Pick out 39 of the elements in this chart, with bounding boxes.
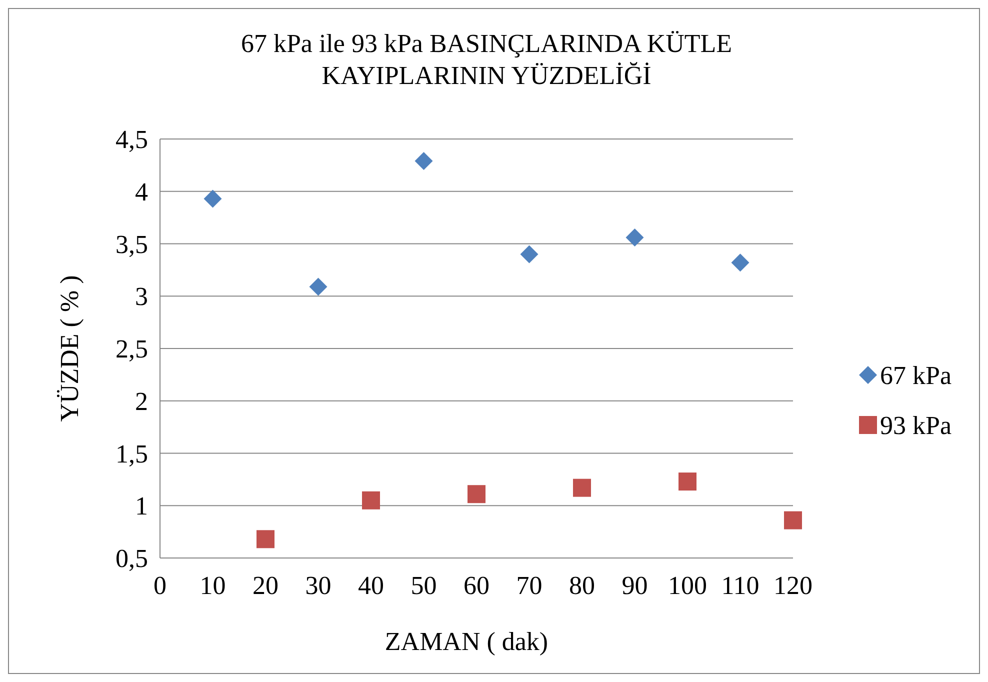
y-tick-label: 4 <box>135 177 148 206</box>
point <box>204 190 222 208</box>
point <box>573 478 591 497</box>
point <box>731 254 750 272</box>
legend-label: 67 kPa <box>880 361 952 390</box>
x-axis-title: ZAMAN ( dak) <box>384 627 548 656</box>
y-tick-label: 2 <box>135 386 148 416</box>
x-tick-label: 20 <box>252 571 278 600</box>
point <box>256 530 274 548</box>
x-tick-label: 90 <box>622 571 648 600</box>
x-tick-label: 100 <box>668 571 707 600</box>
y-tick-label: 3 <box>135 282 148 312</box>
point <box>468 485 486 504</box>
x-tick-label: 70 <box>516 571 542 600</box>
x-tick-label: 50 <box>410 571 437 600</box>
x-tick-label: 10 <box>200 571 226 600</box>
point <box>309 278 328 296</box>
legend-label: 93 kPa <box>880 411 952 440</box>
y-tick-label: 1,5 <box>116 439 148 468</box>
point <box>678 472 696 491</box>
x-tick-label: 80 <box>569 571 595 600</box>
y-tick-label: 2,5 <box>116 334 148 364</box>
y-tick-label: 0,5 <box>116 544 148 574</box>
y-axis-title: YÜZDE ( % ) <box>55 275 84 422</box>
point <box>362 491 380 510</box>
y-tick-label: 4,5 <box>116 125 148 154</box>
point <box>520 245 538 264</box>
point <box>626 228 644 246</box>
y-tick-label: 3,5 <box>116 230 148 259</box>
x-tick-label: 60 <box>464 571 490 600</box>
x-tick-label: 120 <box>774 571 812 600</box>
y-tick-label: 1 <box>135 492 148 521</box>
x-tick-label: 110 <box>721 571 760 600</box>
point <box>414 152 433 170</box>
x-tick-label: 0 <box>154 571 166 600</box>
x-tick-label: 40 <box>358 571 384 600</box>
x-tick-label: 30 <box>305 571 332 600</box>
chart-title: 67 kPa ile 93 kPa BASINÇLARINDA KÜTLE KAYIPLARININ YÜZDELİĞİ <box>240 29 732 90</box>
point <box>784 511 802 530</box>
